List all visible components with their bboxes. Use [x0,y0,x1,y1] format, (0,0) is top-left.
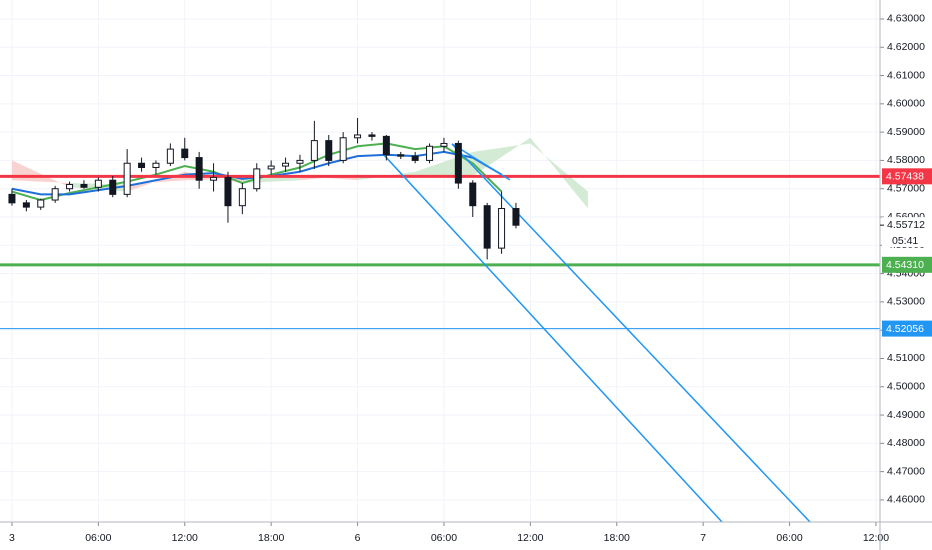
last-price-label: 4.55712 [887,219,925,231]
price-label: 4.54310 [886,259,924,271]
candle-body [123,162,131,195]
y-tick-label: 4.62000 [887,41,925,53]
candle-body [325,140,333,161]
candle-body [253,168,261,190]
y-tick-label: 4.63000 [887,13,925,25]
candle-body [195,157,203,181]
candle-body [382,135,390,156]
candle-body [181,148,189,159]
x-tick-label: 06:00 [431,532,457,544]
price-label: 4.57438 [886,171,924,183]
plot-area [0,0,880,522]
candle-body [440,142,448,147]
x-tick-label: 06:00 [776,532,802,544]
price-label: 4.52056 [886,323,924,335]
candle-body [152,162,160,168]
candle-body [483,205,491,249]
candle-body [138,162,146,168]
candle-body [282,162,290,167]
x-tick-label: 7 [700,532,706,544]
y-tick-label: 4.46000 [887,494,925,506]
y-tick-label: 4.47000 [887,465,925,477]
y-tick-label: 4.51000 [887,352,925,364]
trend-line [451,143,811,522]
candle-body [94,179,102,188]
candle-body [37,199,45,208]
x-tick-label: 6 [355,532,361,544]
x-tick-label: 12:00 [517,532,543,544]
y-tick-label: 4.60000 [887,98,925,110]
x-tick-label: 12:00 [863,532,889,544]
candle-body [51,188,59,201]
candle-body [80,183,88,188]
y-tick-label: 4.58000 [887,154,925,166]
candle-body [22,202,30,208]
candle-body [397,154,405,157]
price-label-box [882,256,932,273]
candle-body [339,137,347,161]
price-label-box [882,320,932,337]
candle-body [267,165,275,170]
last-price-box [882,217,932,248]
candle-body [224,176,232,207]
y-tick-label: 4.59000 [887,126,925,138]
candle-body [109,179,117,195]
candle-body [454,142,462,184]
trend-line [383,154,723,522]
x-tick-label: 18:00 [258,532,284,544]
candle-body [66,183,74,190]
y-tick-label: 4.50000 [887,381,925,393]
y-tick-label: 4.53000 [887,296,925,308]
cloud-segment [11,160,70,188]
candle-body [238,188,246,207]
candle-body [411,155,419,161]
candle-body [498,208,506,249]
price-label-box [882,168,932,185]
countdown: 05:41 [892,235,918,247]
candle-body [310,140,318,161]
candle-body [354,134,362,139]
y-tick-label: 4.49000 [887,409,925,421]
candle-body [512,208,520,226]
candle-body [296,159,304,164]
x-tick-label: 18:00 [604,532,630,544]
y-tick-label: 4.61000 [887,69,925,81]
candle-body [469,182,477,207]
x-tick-label: 12:00 [172,532,198,544]
candle-body [210,176,218,181]
x-tick-label: 3 [9,532,15,544]
candle-body [368,134,376,137]
cloud-segment [530,137,588,209]
y-tick-label: 4.57000 [887,182,925,194]
candle-body [8,193,16,204]
candle-body [166,148,174,164]
candle-body [426,145,434,161]
y-tick-label: 4.48000 [887,437,925,449]
x-tick-label: 06:00 [85,532,111,544]
